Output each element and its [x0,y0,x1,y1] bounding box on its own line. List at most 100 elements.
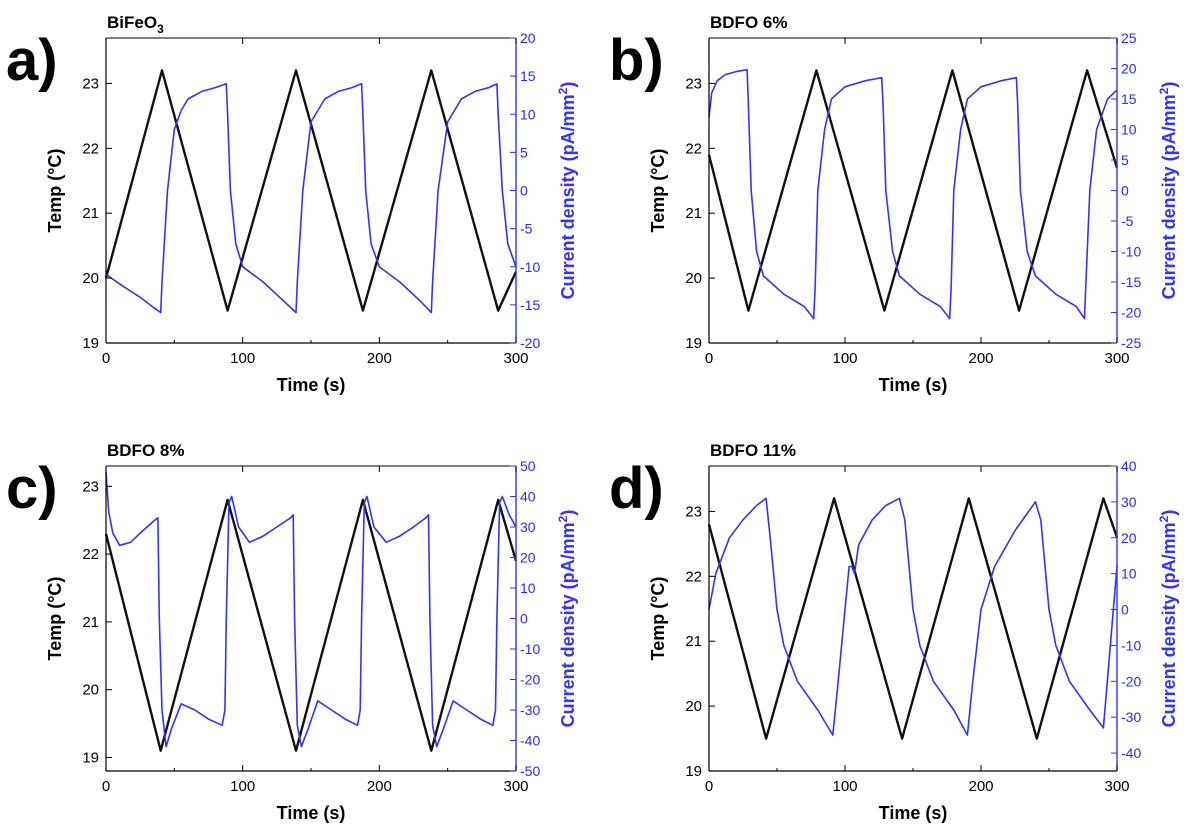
x-tick-label: 100 [832,350,857,367]
x-axis-label: Time (s) [277,803,346,823]
y2-tick-label: -50 [520,763,540,779]
y2-tick-label: -5 [1121,213,1134,229]
y-tick-label: 21 [82,614,99,631]
current-density-line [708,497,1118,736]
y2-tick-label: -15 [1121,274,1141,290]
y2-tick-label: 0 [520,611,528,627]
y2-axis-label-close: ) [1159,510,1179,516]
y2-tick-label: 0 [1121,183,1129,199]
panel-title-subscript: 3 [157,22,164,36]
y2-axis-label: Current density (pA/mm2) [556,82,578,300]
y-tick-label: 23 [82,75,99,92]
panel-letter: b) [609,28,664,93]
y2-axis-label-main: Current density (pA/mm [558,94,578,299]
y2-tick-label: -20 [1121,673,1141,689]
y2-tick-label: 10 [1121,566,1137,582]
panel-b: 0 100 200 300 19 20 21 22 23 -25 -20 -15 -10 -5 0 5 10 15… [609,13,1179,395]
panel-title: BDFO 11% [710,441,796,460]
x-tick-label: 0 [102,350,110,367]
y2-axis-label-close: ) [558,82,578,88]
y2-tick-label: 50 [520,458,536,474]
y2-tick-label: -15 [520,297,540,313]
panel-letter: a) [6,28,58,93]
y-axis-label: Temp (°C) [45,577,65,661]
y2-tick-label: -10 [520,641,540,657]
x-axis-label: Time (s) [277,375,346,395]
y2-tick-label: -20 [1121,305,1141,321]
temperature-line [104,498,518,752]
x-tick-label: 200 [367,778,392,795]
panel-title-main: BiFeO [107,13,157,32]
y-tick-label: 21 [685,205,702,222]
y2-tick-label: 40 [520,489,536,505]
y2-tick-label: 0 [1121,602,1129,618]
y-tick-label: 22 [82,546,99,563]
y2-axis-label-sup: 2 [556,87,570,94]
y2-tick-label: 10 [520,106,536,122]
y-axis-label: Temp (°C) [648,577,668,661]
panel-title-main: BDFO 6% [710,13,787,32]
y2-tick-label: 5 [1121,152,1129,168]
x-tick-label: 200 [968,778,993,795]
y2-axis-label: Current density (pA/mm2) [556,510,578,728]
x-axis-label: Time (s) [879,803,948,823]
panel-letter: c) [6,456,58,521]
y-axis-label: Temp (°C) [648,149,668,233]
x-tick-label: 300 [1104,778,1129,795]
y-tick-label: 21 [82,205,99,222]
y2-tick-label: -40 [1121,745,1141,761]
y2-tick-label: 40 [1121,458,1137,474]
current-density-line [708,68,1118,320]
y-tick-label: 22 [82,140,99,157]
y-tick-label: 20 [685,270,702,287]
y2-tick-label: 10 [1121,122,1137,138]
x-tick-label: 200 [968,350,993,367]
temperature-line [104,69,518,312]
y2-axis-label-sup: 2 [1157,515,1171,522]
y2-tick-label: 20 [1121,61,1137,77]
x-tick-label: 100 [230,778,255,795]
x-tick-label: 0 [705,778,713,795]
y2-axis-label-main: Current density (pA/mm [1159,522,1179,727]
y2-tick-label: -10 [1121,244,1141,260]
y2-tick-label: -25 [1121,335,1141,351]
y-tick-label: 22 [685,140,702,157]
y2-tick-label: 10 [520,580,536,596]
panel-title-main: BDFO 11% [710,441,796,460]
panel-title: BiFeO3 [107,13,164,36]
y-tick-label: 20 [82,270,99,287]
y2-tick-label: 20 [520,30,536,46]
y2-tick-label: -10 [520,259,540,275]
current-density-line [105,83,517,314]
x-tick-label: 300 [503,350,528,367]
x-axis-label: Time (s) [879,375,948,395]
x-tick-label: 100 [230,350,255,367]
temperature-line [707,69,1119,312]
y2-tick-label: -30 [1121,709,1141,725]
y2-tick-label: 15 [520,68,536,84]
y2-axis-label-main: Current density (pA/mm [558,522,578,727]
y2-axis-label: Current density (pA/mm2) [1157,82,1179,300]
y2-tick-label: -40 [520,733,540,749]
y2-tick-label: 25 [1121,30,1137,46]
y2-tick-label: 5 [520,144,528,160]
y2-tick-label: 20 [1121,530,1137,546]
temperature-line [707,497,1119,740]
y2-tick-label: -20 [520,335,540,351]
y-tick-label: 19 [82,749,99,766]
x-tick-label: 0 [705,350,713,367]
x-tick-label: 300 [1104,350,1129,367]
y2-tick-label: 20 [520,550,536,566]
x-tick-label: 300 [503,778,528,795]
y2-tick-label: 30 [1121,494,1137,510]
y2-tick-label: 0 [520,183,528,199]
y2-tick-label: -20 [520,672,540,688]
x-tick-label: 200 [367,350,392,367]
y-tick-label: 20 [685,698,702,715]
y-tick-label: 23 [82,478,99,495]
y2-axis-label-sup: 2 [556,515,570,522]
y-tick-label: 19 [82,335,99,352]
panel-title: BDFO 6% [710,13,787,32]
y2-tick-label: -30 [520,702,540,718]
